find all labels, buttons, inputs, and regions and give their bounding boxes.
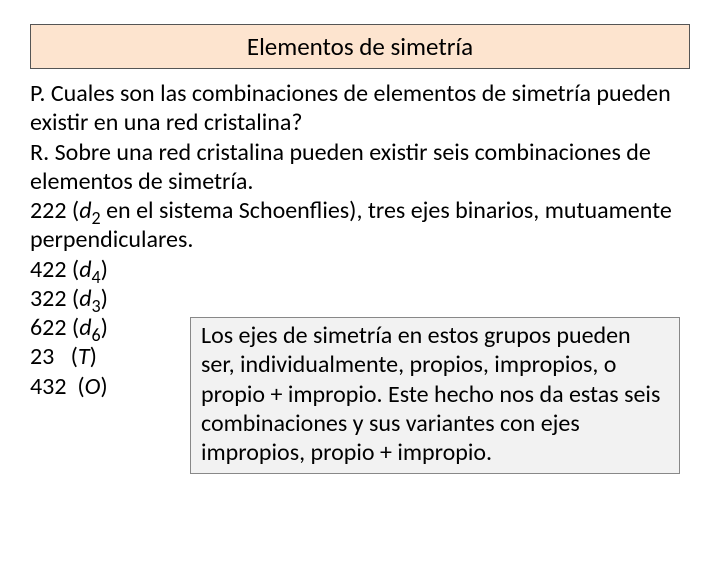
combination-entry: 432 (O) [30, 372, 190, 401]
combination-entry: 622 (d6) [30, 313, 190, 342]
combo-symbol: d [79, 313, 91, 342]
combination-row: 422 (d4) [30, 255, 690, 284]
combo-prefix: 322 ( [30, 284, 79, 313]
answer-text: R. Sobre una red cristalina pueden exist… [30, 138, 690, 197]
page-title: Elementos de simetría [247, 31, 473, 62]
combo-symbol: d [79, 284, 91, 313]
note-text: Los ejes de simetría en estos grupos pue… [201, 321, 660, 467]
combination-entry: 23 (T) [30, 342, 190, 371]
combo-suffix: ) [101, 255, 108, 284]
combo-symbol: d [79, 255, 91, 284]
combination-entry: 322 (d3) [30, 284, 190, 313]
combo-suffix: ) [90, 342, 97, 371]
combination-row: 322 (d3) [30, 284, 690, 313]
combo-symbol: T [78, 342, 90, 371]
combo-prefix: 622 ( [30, 313, 79, 342]
combo-symbol: d [79, 196, 91, 225]
combo-suffix: ) [100, 372, 107, 401]
combo-prefix: 432 ( [30, 372, 85, 401]
combo-suffix: ) [101, 284, 108, 313]
question-text: P. Cuales son las combinaciones de eleme… [30, 79, 690, 138]
content-area: P. Cuales son las combinaciones de eleme… [30, 79, 690, 401]
combo-symbol: O [85, 372, 101, 401]
note-box: Los ejes de simetría en estos grupos pue… [190, 317, 680, 474]
combination-entry: 422 (d4) [30, 255, 190, 284]
combo-prefix: 23 ( [30, 342, 78, 371]
first-combination: 222 (d2 en el sistema Schoenflies), tres… [30, 196, 690, 255]
title-bar: Elementos de simetría [30, 24, 690, 69]
combo-suffix: ) [101, 313, 108, 342]
combo-prefix: 222 ( [30, 196, 79, 225]
combo-suffix: en el sistema Schoenflies), tres ejes bi… [30, 196, 672, 254]
combo-prefix: 422 ( [30, 255, 79, 284]
